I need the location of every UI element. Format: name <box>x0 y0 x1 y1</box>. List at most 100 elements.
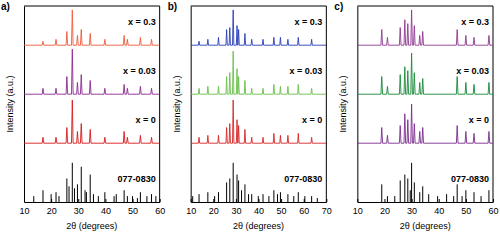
stick <box>277 194 278 202</box>
stick <box>140 192 141 202</box>
x-tick-label: 50 <box>128 206 138 216</box>
x-tick: 50 <box>461 199 471 216</box>
x-tick-mark <box>326 199 327 202</box>
stick <box>104 192 105 202</box>
series-label: 077-0830 <box>118 174 156 184</box>
x-axis-title: 2θ (degrees) <box>400 221 451 231</box>
figure: 102030405060077-0830x = 0x = 0.03x = 0.3… <box>0 0 500 232</box>
stick <box>56 192 57 202</box>
x-tick-label: 60 <box>488 206 498 216</box>
stick <box>244 184 245 202</box>
x-tick-label: 60 <box>299 206 309 216</box>
series-label: x = 0 <box>135 115 155 125</box>
stick <box>437 196 438 202</box>
x-axis-title: 2θ (degrees) <box>66 221 117 231</box>
stick <box>90 175 91 202</box>
x-tick-label: 40 <box>434 206 444 216</box>
stick <box>462 196 463 202</box>
stick <box>298 192 299 202</box>
stick <box>127 196 128 202</box>
y-axis <box>191 7 192 203</box>
stick <box>238 180 239 202</box>
y-axis <box>24 7 25 203</box>
pattern-line <box>191 51 327 94</box>
stick <box>422 186 423 202</box>
x-tick-label: 20 <box>380 206 390 216</box>
stick <box>199 194 200 202</box>
stick <box>293 196 294 202</box>
stick <box>248 194 249 202</box>
pattern-line <box>357 10 493 45</box>
stick <box>42 190 43 202</box>
stick <box>304 196 305 202</box>
stick <box>474 192 475 202</box>
stick <box>86 192 87 202</box>
plot-area <box>191 10 327 202</box>
panel: 10203040506070077-0830x = 0x = 0.03x = 0… <box>168 1 332 231</box>
plot-area <box>357 10 493 202</box>
stick <box>233 163 234 202</box>
reference-sticks <box>382 163 489 202</box>
y-axis-title: Intensity (a.u.) <box>5 75 15 132</box>
frame <box>24 6 160 202</box>
x-tick: 60 <box>155 199 165 216</box>
x-tick-mark <box>357 199 358 202</box>
stick <box>66 178 67 202</box>
series-label: x = 0.03 <box>290 66 323 76</box>
stick <box>33 196 34 202</box>
stick <box>237 175 238 202</box>
x-tick-label: 70 <box>322 206 332 216</box>
x-tick-label: 50 <box>277 206 287 216</box>
stick <box>481 196 482 202</box>
stick <box>465 190 466 202</box>
x-tick-mark <box>105 199 106 202</box>
x-tick: 40 <box>434 199 444 216</box>
stick <box>77 184 78 202</box>
stick <box>214 196 215 202</box>
x-tick-mark <box>384 199 385 202</box>
pattern-line <box>191 100 327 143</box>
pattern-line <box>24 49 160 94</box>
x-tick: 10 <box>19 199 29 216</box>
x-tick-mark <box>281 199 282 202</box>
stick <box>400 180 401 202</box>
figure-svg: 102030405060077-0830x = 0x = 0.03x = 0.3… <box>0 0 500 232</box>
stick <box>207 192 208 202</box>
pattern-line <box>24 10 160 45</box>
panel: 102030405060077-0830x = 0x = 0.03x = 0.3… <box>1 1 165 231</box>
stick <box>69 186 70 202</box>
frame <box>191 6 327 202</box>
stick <box>428 194 429 202</box>
x-axis: 102030405060 <box>19 199 165 216</box>
x-tick: 10 <box>353 199 363 216</box>
x-tick-mark <box>191 199 192 202</box>
pattern-line <box>357 53 493 94</box>
stick <box>85 190 86 202</box>
stick <box>59 196 60 202</box>
y-axis-title: Intensity (a.u.) <box>172 75 182 132</box>
stick <box>251 194 252 202</box>
series-labels: 077-0830x = 0x = 0.03x = 0.3 <box>118 17 156 184</box>
stick <box>411 163 412 202</box>
x-tick-mark <box>213 199 214 202</box>
stick <box>132 196 133 202</box>
stick <box>192 196 193 202</box>
stick <box>280 192 281 202</box>
series-label: x = 0.03 <box>456 66 489 76</box>
stick <box>146 196 147 202</box>
stick <box>387 196 388 202</box>
x-tick-mark <box>439 199 440 202</box>
x-tick-mark <box>493 199 494 202</box>
series-label: x = 0 <box>469 115 489 125</box>
stick <box>114 196 115 202</box>
y-axis <box>357 7 358 203</box>
series-label: x = 0.3 <box>461 17 489 27</box>
stick <box>98 196 99 202</box>
x-axis-line <box>358 202 494 203</box>
series-label: x = 0 <box>302 115 322 125</box>
reference-sticks <box>34 163 156 202</box>
panel-title: c) <box>334 1 343 12</box>
stick <box>155 196 156 202</box>
stick <box>229 178 230 202</box>
panel-title: a) <box>1 1 10 12</box>
